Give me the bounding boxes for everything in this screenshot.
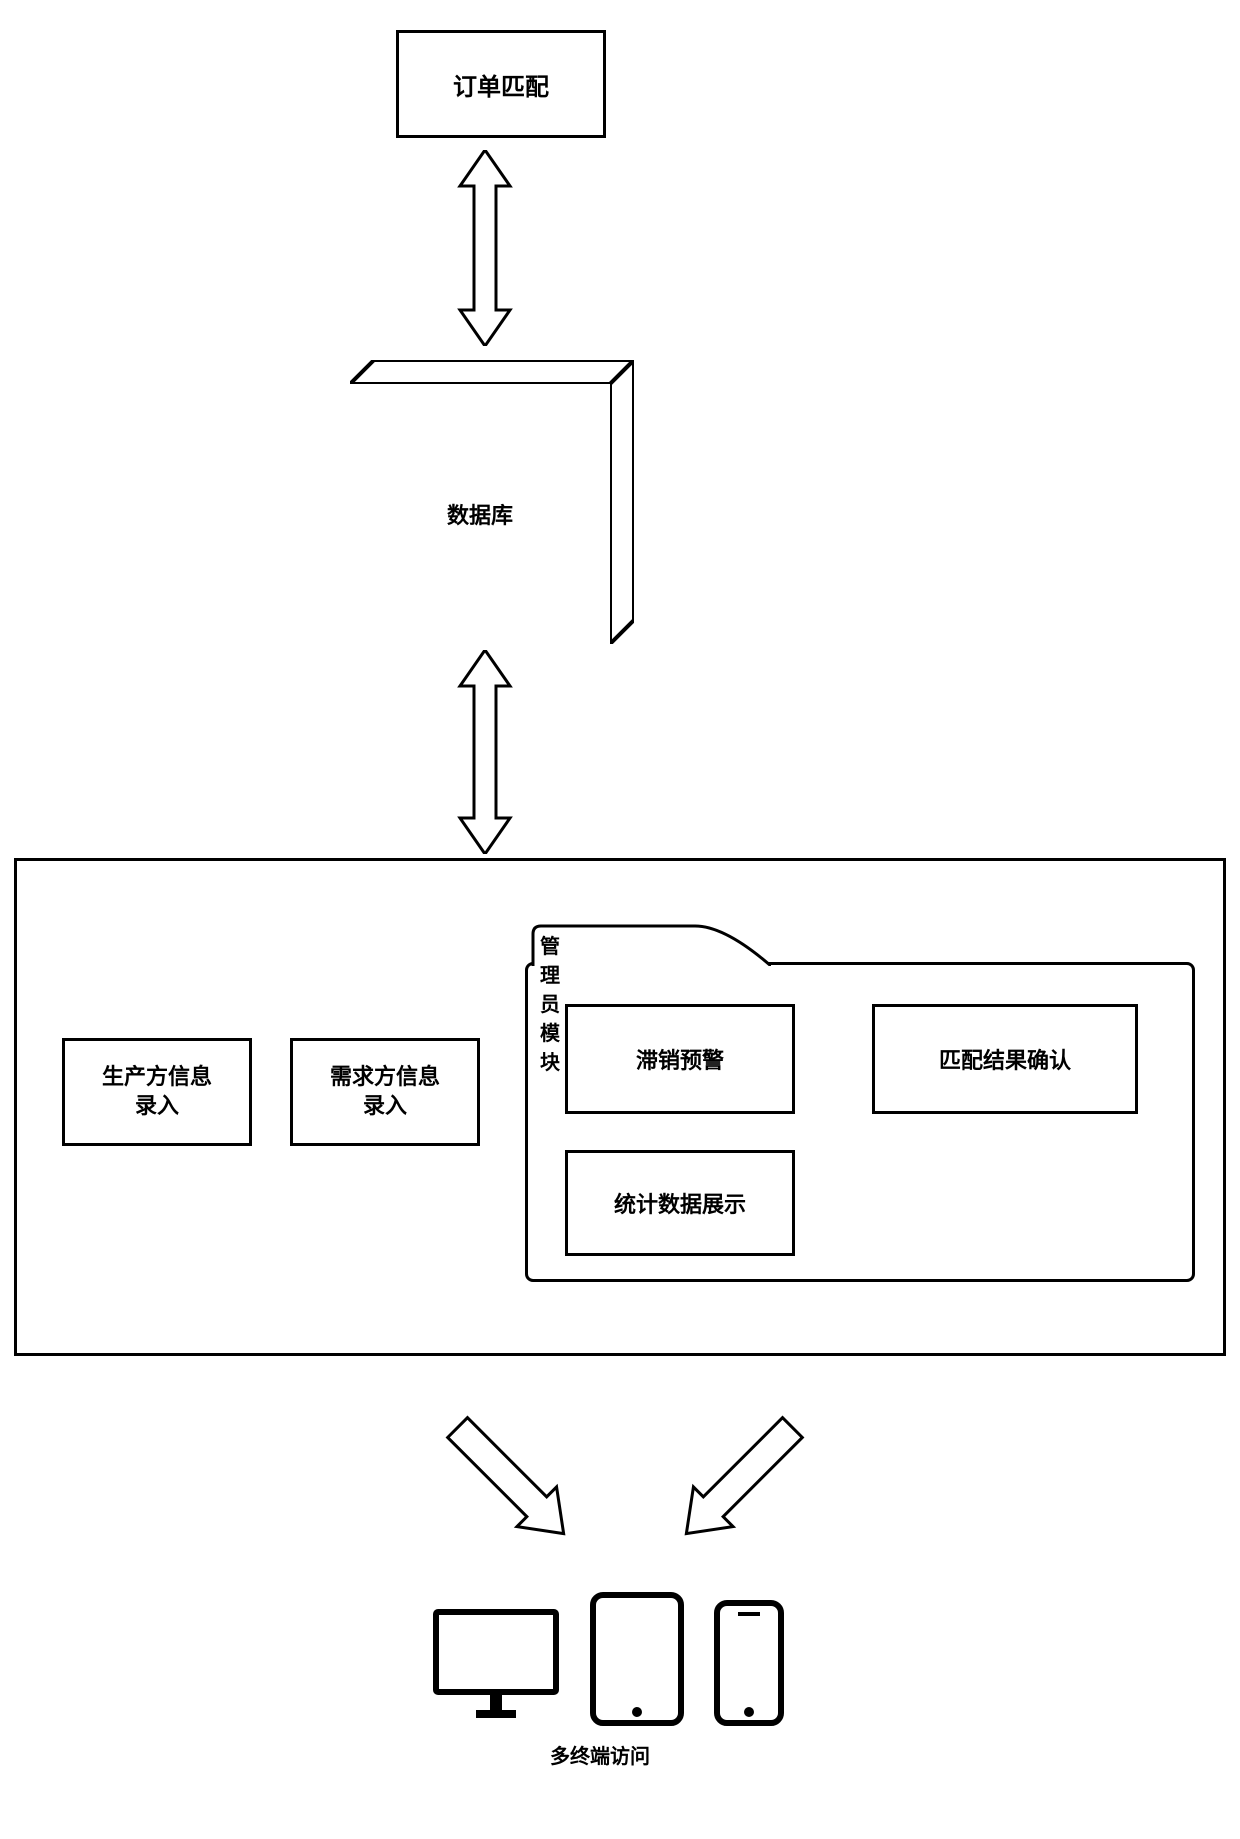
node-database: 数据库 [350,360,634,644]
multi-terminal-devices [432,1592,784,1726]
node-producer-input-label: 生产方信息 录入 [102,1063,212,1120]
diagram-canvas: 订单匹配 数据库 生产方信息 录入 需求方信息 录入 [0,0,1240,1839]
node-consumer-input: 需求方信息 录入 [290,1038,480,1146]
node-slow-sale-warn: 滞销预警 [565,1004,795,1114]
arrow-container-devices-left [400,1370,600,1570]
node-stats-display-label: 统计数据展示 [614,1187,746,1219]
node-consumer-input-label: 需求方信息 录入 [330,1063,440,1120]
monitor-icon [432,1606,560,1726]
node-match-confirm: 匹配结果确认 [872,1004,1138,1114]
node-producer-input: 生产方信息 录入 [62,1038,252,1146]
node-order-match-label: 订单匹配 [453,67,549,102]
arrow-db-container [452,650,518,854]
node-slow-sale-warn-label: 滞销预警 [636,1043,724,1075]
node-stats-display: 统计数据展示 [565,1150,795,1256]
tablet-icon [590,1592,684,1726]
multi-terminal-label: 多终端访问 [430,1740,770,1769]
node-database-label: 数据库 [447,498,513,530]
node-admin-module-label: 管理员模块 [540,930,560,1075]
arrow-container-devices-right [650,1370,850,1570]
node-order-match: 订单匹配 [396,30,606,138]
arrow-order-db [452,150,518,346]
node-match-confirm-label: 匹配结果确认 [939,1043,1071,1075]
phone-icon [714,1600,784,1726]
